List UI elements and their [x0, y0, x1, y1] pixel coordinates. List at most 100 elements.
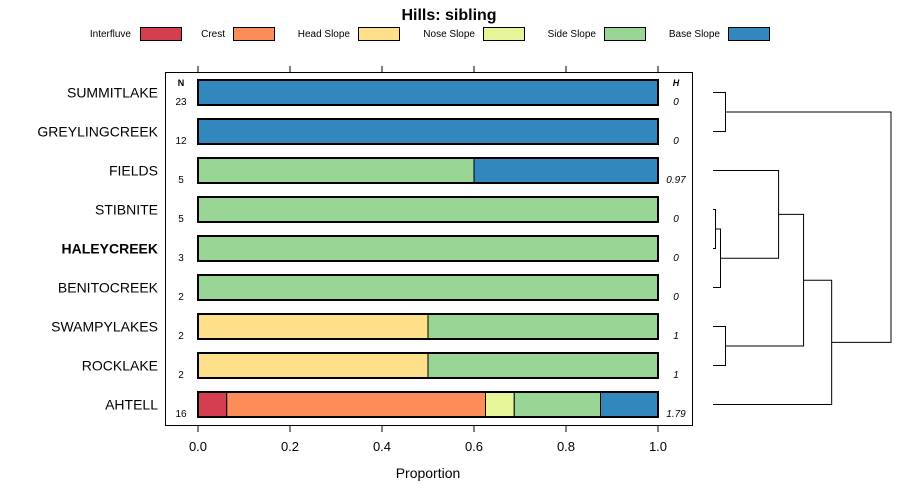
h-value-benitocreek: 0 [673, 292, 679, 303]
n-value-greylingcreek: 12 [175, 136, 187, 147]
legend-label-crest: Crest [201, 29, 225, 40]
x-tick-label-0-6: 0.6 [465, 439, 483, 454]
x-axis-label: Proportion [396, 465, 461, 481]
h-value-swampylakes: 1 [673, 331, 679, 342]
dendrogram-branch-8 [725, 111, 892, 343]
plot-panel [165, 72, 693, 426]
bar-outline-summitlake [197, 79, 659, 106]
bar-outline-rocklake [197, 352, 659, 379]
legend-item-head-slope: Head Slope [298, 27, 400, 41]
bar-segment-swampylakes-head-slope [197, 313, 429, 340]
row-label-benitocreek: BENITOCREEK [58, 280, 159, 296]
row-swampylakes: SWAMPYLAKES 2 1 [51, 313, 679, 342]
x-tick-label-0-2: 0.2 [281, 439, 299, 454]
row-label-swampylakes: SWAMPYLAKES [51, 319, 158, 335]
n-value-ahtell: 16 [175, 409, 187, 420]
legend-swatch-crest [233, 27, 275, 41]
x-tick-label-1-0: 1.0 [649, 439, 667, 454]
dendrogram-branch-3 [713, 228, 721, 288]
h-value-stibnite: 0 [673, 214, 679, 225]
bar-outline-fields [197, 157, 659, 184]
bar-segment-haleycreek-side-slope [197, 235, 659, 262]
row-label-stibnite: STIBNITE [95, 202, 158, 218]
h-value-rocklake: 1 [673, 370, 679, 381]
bar-segment-summitlake-base-slope [197, 79, 659, 106]
row-label-rocklake: ROCKLAKE [82, 358, 158, 374]
bar-outline-ahtell [197, 391, 659, 418]
bar-segment-rocklake-side-slope [427, 352, 659, 379]
row-summitlake: SUMMITLAKE 23 0 [67, 79, 679, 108]
n-value-benitocreek: 2 [178, 292, 184, 303]
bar-segment-fields-side-slope [197, 157, 475, 184]
bar-outline-swampylakes [197, 313, 659, 340]
bar-segment-greylingcreek-base-slope [197, 118, 659, 145]
n-header: N [178, 78, 185, 88]
bar-segment-ahtell-base-slope [600, 391, 659, 418]
row-fields: FIELDS 5 0.97 [109, 157, 686, 186]
row-label-ahtell: AHTELL [105, 397, 158, 413]
legend-swatch-nose-slope [483, 27, 525, 41]
legend-item-crest: Crest [201, 27, 275, 41]
legend-swatch-base-slope [728, 27, 770, 41]
legend-swatch-interfluve [140, 27, 182, 41]
h-value-greylingcreek: 0 [673, 136, 679, 147]
bar-outline-stibnite [197, 196, 659, 223]
legend-label-side-slope: Side Slope [548, 29, 597, 40]
dendrogram-branch-5 [713, 326, 726, 366]
legend-label-base-slope: Base Slope [669, 29, 721, 40]
h-value-fields: 0.97 [666, 175, 686, 186]
bar-segment-fields-base-slope [473, 157, 659, 184]
bar-segment-benitocreek-side-slope [197, 274, 659, 301]
x-tick-label-0-0: 0.0 [189, 439, 207, 454]
bar-segment-stibnite-side-slope [197, 196, 659, 223]
legend-swatch-head-slope [358, 27, 400, 41]
row-benitocreek: BENITOCREEK 2 0 [58, 274, 679, 303]
top-axis-ticks [197, 66, 659, 73]
n-value-summitlake: 23 [175, 97, 187, 108]
row-stibnite: STIBNITE 5 0 [95, 196, 679, 225]
legend-item-interfluve: Interfluve [90, 27, 182, 41]
legend: Interfluve Crest Head Slope Nose Slope Side … [90, 27, 770, 41]
legend-label-head-slope: Head Slope [298, 29, 351, 40]
row-label-haleycreek: HALEYCREEK [62, 241, 158, 257]
legend-item-base-slope: Base Slope [669, 27, 770, 41]
dendrogram-branch-7 [713, 279, 833, 405]
dendrogram [713, 92, 892, 405]
bar-segment-ahtell-interfluve [197, 391, 228, 418]
bar-segment-ahtell-nose-slope [485, 391, 515, 418]
bar-outline-benitocreek [197, 274, 659, 301]
bar-segment-ahtell-crest [226, 391, 486, 418]
row-rocklake: ROCKLAKE 2 1 [82, 352, 679, 381]
legend-item-side-slope: Side Slope [548, 27, 646, 41]
bar-outline-haleycreek [197, 235, 659, 262]
h-value-haleycreek: 0 [673, 253, 679, 264]
n-value-stibnite: 5 [178, 214, 184, 225]
n-value-rocklake: 2 [178, 370, 184, 381]
row-label-summitlake: SUMMITLAKE [67, 85, 158, 101]
legend-swatch-side-slope [604, 27, 646, 41]
row-label-greylingcreek: GREYLINGCREEK [37, 124, 158, 140]
row-haleycreek: HALEYCREEK 3 0 [62, 235, 679, 264]
row-label-fields: FIELDS [109, 163, 158, 179]
dendrogram-branch-4 [713, 170, 780, 259]
dendrogram-branch-2 [713, 209, 716, 249]
bar-segment-ahtell-side-slope [513, 391, 601, 418]
bar-outline-greylingcreek [197, 118, 659, 145]
n-value-haleycreek: 3 [178, 253, 184, 264]
dendrogram-branch-6 [725, 213, 805, 347]
x-axis: 0.0 0.2 0.4 0.6 0.8 1.0 [189, 425, 667, 454]
bar-segment-rocklake-head-slope [197, 352, 429, 379]
n-value-fields: 5 [178, 175, 184, 186]
h-header: H [673, 78, 680, 88]
dendrogram-branch-1 [713, 92, 726, 132]
n-value-swampylakes: 2 [178, 331, 184, 342]
chart-title: Hills: sibling [401, 7, 496, 24]
x-tick-label-0-8: 0.8 [557, 439, 575, 454]
legend-item-nose-slope: Nose Slope [423, 27, 525, 41]
bar-segment-swampylakes-side-slope [427, 313, 659, 340]
h-value-ahtell: 1.79 [666, 409, 686, 420]
legend-label-interfluve: Interfluve [90, 29, 132, 40]
x-tick-label-0-4: 0.4 [373, 439, 391, 454]
